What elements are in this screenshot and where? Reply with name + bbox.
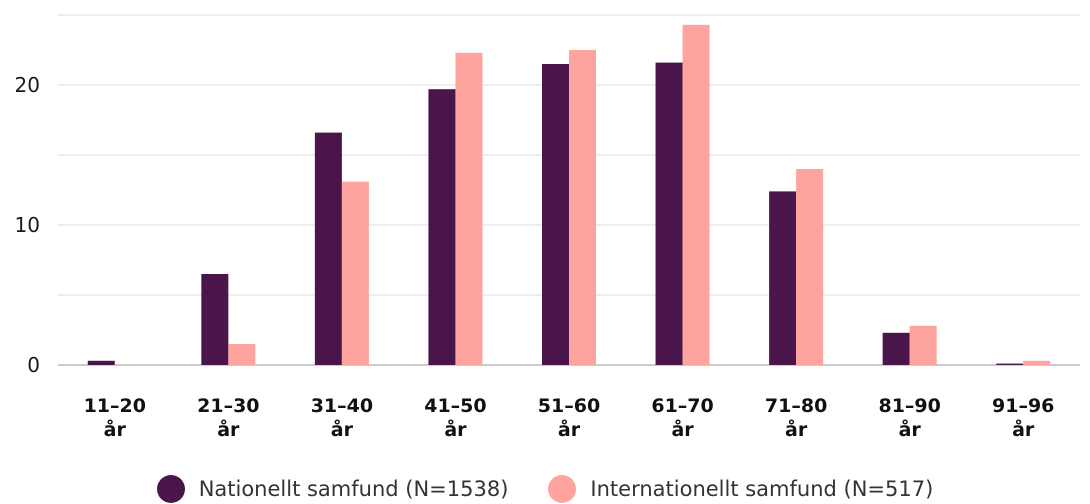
x-category-label: 21–30 år — [197, 395, 259, 441]
legend-label-national: Nationellt samfund (N=1538) — [198, 477, 509, 501]
legend: Nationellt samfund (N=1538) Internatione… — [0, 474, 1090, 504]
x-category-label: 81–90 år — [878, 395, 940, 441]
x-category-label: 41–50 år — [424, 395, 486, 441]
x-category-label: 31–40 år — [311, 395, 373, 441]
bar-national — [996, 363, 1024, 365]
bar-international — [341, 181, 369, 365]
bar-international — [228, 344, 256, 365]
x-category-label: 91–96 år — [992, 395, 1054, 441]
y-tick-label: 0 — [27, 353, 40, 377]
x-category-label: 51–60 år — [538, 395, 600, 441]
bar-national — [87, 360, 115, 365]
bar-international — [455, 52, 483, 366]
bar-international — [569, 50, 596, 365]
x-category-label: 71–80 år — [765, 395, 827, 441]
legend-swatch-international — [548, 475, 577, 503]
bar-international — [796, 169, 824, 365]
legend-item-international: Internationellt samfund (N=517) — [548, 475, 933, 503]
bar-national — [769, 191, 797, 365]
bar-national — [314, 132, 342, 365]
legend-item-national: Nationellt samfund (N=1538) — [156, 475, 509, 503]
bar-international — [1023, 360, 1051, 365]
bar-national — [428, 89, 456, 365]
bar-chart: 0 10 20 11–20 år 21–30 år 31–40 år 41–50 år 51–60 år… — [15, 14, 1080, 441]
x-category-label: 11–20 år — [84, 395, 146, 441]
bar-national — [882, 332, 910, 365]
bar-national — [655, 62, 683, 365]
bar-national — [542, 64, 569, 365]
y-tick-label: 10 — [15, 213, 40, 237]
legend-swatch-national — [156, 475, 185, 503]
bar-international — [682, 24, 710, 366]
x-category-label: 61–70 år — [651, 395, 713, 441]
bar-national — [201, 274, 229, 365]
bar-international — [909, 325, 937, 365]
legend-label-international: Internationellt samfund (N=517) — [590, 477, 934, 501]
y-tick-label: 20 — [15, 73, 40, 97]
